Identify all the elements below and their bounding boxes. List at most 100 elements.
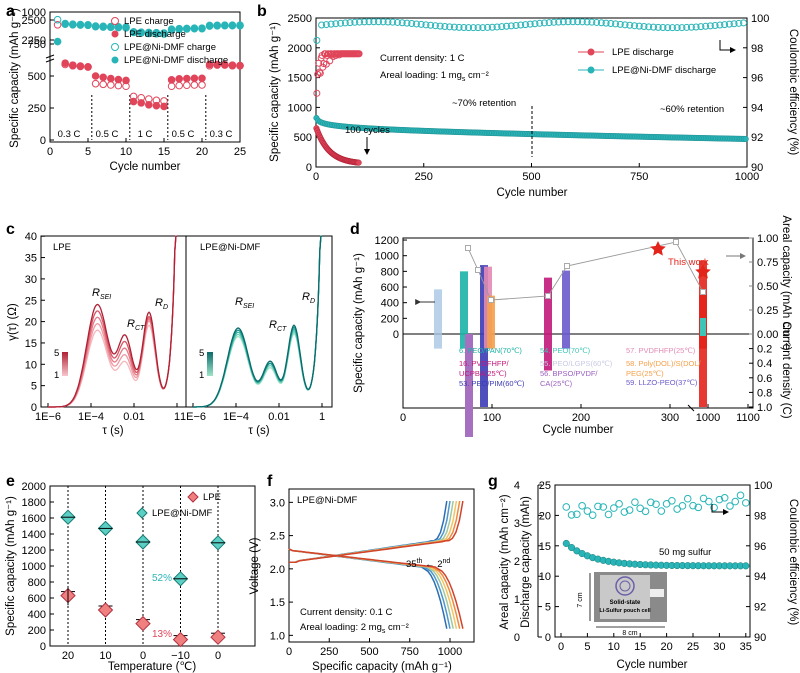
tick-label: 500 (294, 132, 312, 144)
data-point (99, 22, 107, 31)
colorbar-label: 5 (54, 348, 59, 359)
drt-curve (48, 235, 177, 408)
data-point (205, 60, 214, 69)
width-label: 8 cm (622, 630, 637, 637)
tick-label: 25 (687, 641, 699, 653)
rate-label: 0.3 C (58, 129, 81, 140)
capacity-bar (460, 271, 468, 349)
tick-label: 35 (740, 641, 752, 653)
reference-label: 54. PEO(70℃) (540, 346, 591, 355)
x-axis-label: τ (s) (248, 425, 269, 437)
x-axis-label: Cycle number (617, 659, 688, 671)
ce-point (694, 503, 703, 512)
plot-frame (288, 488, 475, 643)
ce-point (678, 24, 686, 32)
data-point (145, 101, 153, 109)
y3-axis-label: Current density (C) (780, 321, 792, 418)
rate-label: 0.5 C (172, 129, 195, 140)
seal-logo-inner (619, 580, 631, 592)
tick-label: 1000 (22, 561, 46, 573)
colorbar (207, 352, 213, 376)
tick-label: 1E−4 (78, 411, 104, 423)
data-point (198, 81, 206, 89)
tick-label: 500 (360, 646, 378, 658)
ce-point (599, 503, 608, 511)
data-points (562, 491, 750, 570)
ce-point (687, 23, 695, 31)
data-point (91, 72, 100, 80)
ce-point (652, 500, 660, 509)
ce-point (320, 60, 328, 68)
ce-point (550, 18, 558, 26)
y-ticks: 0 500 1000 1500 2000 2500 (288, 13, 320, 174)
legend-marker (587, 48, 595, 56)
ce-point (332, 20, 340, 28)
data-point (69, 20, 77, 28)
reference-label: 59. LLZO-PEO(37℃) (626, 378, 698, 387)
ce-point (616, 20, 624, 28)
data-point (97, 602, 114, 618)
colorbar-label: 1 (54, 370, 59, 381)
plot-frame (402, 237, 754, 409)
ce-point (398, 19, 406, 27)
tick-label: 300 (661, 412, 679, 424)
ce-point (465, 24, 473, 32)
data-point (742, 562, 750, 570)
y2-axis-label: Areal capacity (mAh cm⁻²) (780, 215, 792, 350)
tick-label: 200 (381, 313, 399, 325)
ce-point (578, 18, 586, 26)
cycles-note: 100 cycles (345, 125, 390, 136)
y2-ticks: 90 92 94 96 98 100 (746, 480, 772, 644)
ce-point (692, 23, 700, 31)
legend-marker (111, 30, 119, 38)
y-axis-label: Specific capacity (mAh g⁻¹) (269, 22, 281, 162)
cell-tab (650, 589, 664, 597)
ce-point (493, 23, 501, 31)
panel-e: e 20 10 0 −10 0 0 200 400 600 800 1000 1200 1400 160… (5, 473, 256, 673)
tick-label: 2500 (288, 13, 312, 25)
ce-point (726, 502, 734, 510)
data-point (190, 24, 199, 32)
ce-point (498, 23, 506, 31)
tick-label: 0 (40, 135, 46, 147)
tick-label: 20 (660, 641, 672, 653)
ce-point (612, 20, 620, 28)
tick-label: 250 (28, 103, 46, 115)
tick-label: 90 (751, 162, 763, 174)
tick-label: 400 (381, 298, 399, 310)
panel-f: f 0 250 500 750 1000 1.0 1.5 2.0 2.5 3.0 Specifi… (249, 473, 475, 673)
height-label: 7 cm (577, 592, 584, 607)
ce-point (631, 22, 639, 30)
ce-point (620, 508, 629, 516)
y2-axis-label: Coulombic efficiency (%) (787, 29, 799, 156)
tick-label: 1 (319, 411, 325, 423)
ce-point (322, 21, 330, 29)
capacity-bar (434, 289, 442, 349)
ce-point (370, 18, 378, 26)
panel-letter: d (350, 221, 360, 238)
capacity-bar (487, 295, 495, 349)
ce-point (341, 19, 349, 27)
ce-point (346, 19, 354, 27)
tick-label: 25 (539, 480, 551, 492)
ce-point (488, 23, 496, 31)
panel-letter: e (6, 473, 15, 490)
tick-label: 15 (539, 541, 551, 553)
data-point (183, 81, 191, 90)
ce-point (721, 21, 729, 29)
ce-point (736, 491, 745, 500)
cycle-annotation: 35th ← 2nd (406, 558, 450, 570)
data-point (205, 21, 214, 30)
tick-label: 600 (28, 593, 46, 605)
ce-point (337, 19, 345, 27)
data-point (107, 74, 115, 83)
rate-labels: 0.3 C 0.5 C 1 C 0.5 C 0.3 C (58, 95, 232, 140)
pouch-cell-photo: Solid-state Li-Sulfur pouch cell 7 cm 8 … (577, 572, 667, 637)
reference-label: 56. BPSO/PVDF/ (540, 369, 598, 378)
ce-point (540, 19, 548, 27)
ce-point (441, 22, 449, 30)
reference-label: 53. PEO/PIM(60℃) (459, 379, 525, 388)
ce-point (412, 20, 420, 28)
axis-pointer (719, 40, 733, 51)
tick-label: 500 (522, 171, 540, 183)
